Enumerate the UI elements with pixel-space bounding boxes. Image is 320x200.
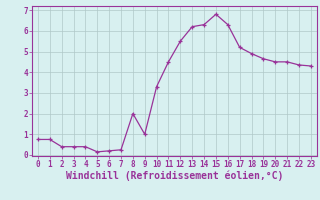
X-axis label: Windchill (Refroidissement éolien,°C): Windchill (Refroidissement éolien,°C) (66, 171, 283, 181)
